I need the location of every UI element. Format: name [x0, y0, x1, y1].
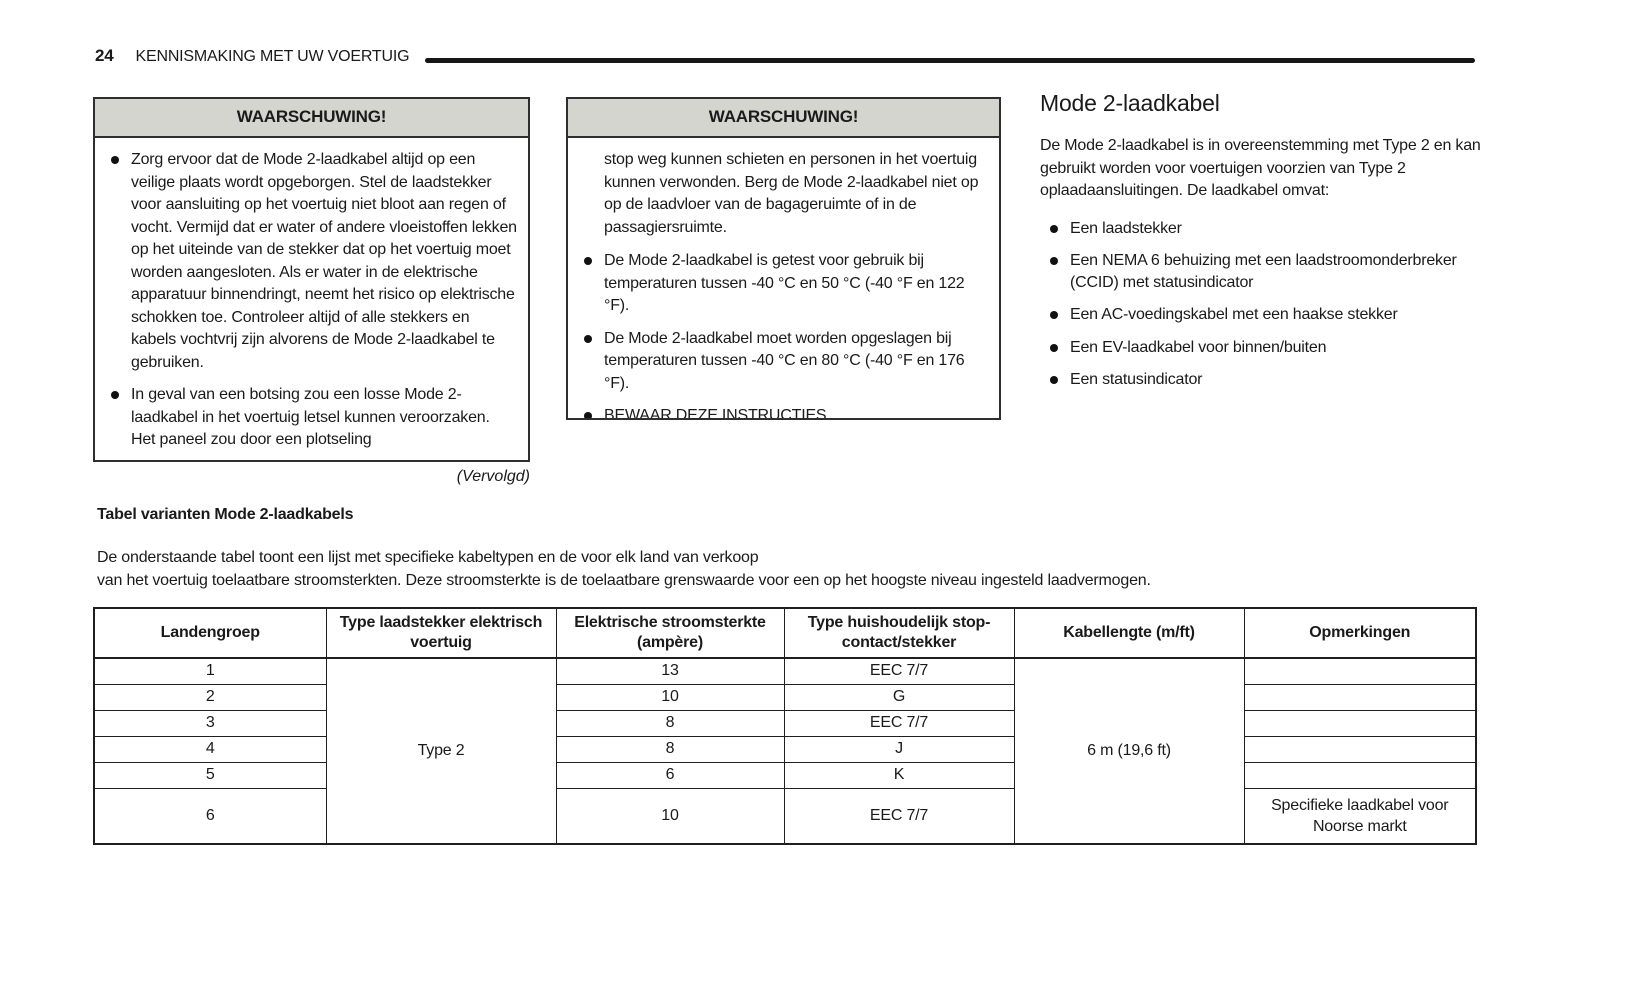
- column-header: Opmerkingen: [1243, 607, 1477, 659]
- bullet-icon: [1050, 343, 1058, 352]
- cell-amperage: 8: [555, 735, 785, 763]
- table-row: 4 8 J: [93, 735, 1477, 763]
- cell-socket: K: [783, 761, 1015, 789]
- cell-amperage: 6: [555, 761, 785, 789]
- cell-group: 3: [93, 709, 327, 737]
- table-header-row: Landengroep Type laadstekker elektrisch …: [93, 607, 1477, 659]
- column-header: Kabellengte (m/ft): [1013, 607, 1245, 659]
- continued-label: (Vervolgd): [456, 468, 530, 485]
- bullet-icon: [111, 391, 119, 399]
- table-row: 6 10 EEC 7/7 Specifieke laadkabel voor N…: [93, 787, 1477, 845]
- list-item: Zorg ervoor dat de Mode 2-laadkabel alti…: [109, 149, 518, 374]
- column-header: Type huishoudelijk stop-contact/stekker: [783, 607, 1015, 659]
- bullet-icon: [584, 257, 592, 265]
- cell-amperage: 10: [555, 787, 785, 845]
- mode2-item: Een AC-voedingskabel met een haakse stek…: [1070, 306, 1398, 323]
- list-item: De Mode 2-laadkabel moet worden opgeslag…: [582, 328, 989, 396]
- cell-cable-length: 6 m (19,6 ft): [1013, 657, 1245, 845]
- page-header: 24 KENNISMAKING MET UW VOERTUIG: [95, 46, 1475, 66]
- cell-remarks: [1243, 761, 1477, 789]
- cell-socket: G: [783, 683, 1015, 711]
- mode2-section: Mode 2-laadkabel De Mode 2-laadkabel is …: [1040, 90, 1482, 402]
- bullet-icon: [1050, 311, 1058, 319]
- header-rule: [425, 58, 1475, 63]
- cell-socket: EEC 7/7: [783, 709, 1015, 737]
- warning-box-1-list: Zorg ervoor dat de Mode 2-laadkabel alti…: [95, 149, 528, 452]
- column-header: Landengroep: [93, 607, 327, 659]
- warning-continuation-text: stop weg kunnen schieten en personen in …: [604, 151, 979, 236]
- cell-group: 4: [93, 735, 327, 763]
- mode2-item: Een statusindicator: [1070, 371, 1203, 388]
- cell-remarks: [1243, 683, 1477, 711]
- table-description: De onderstaande tabel toont een lijst me…: [97, 546, 1475, 592]
- table-row: 5 6 K: [93, 761, 1477, 789]
- mode2-item: Een NEMA 6 behuizing met een laadstroomo…: [1070, 252, 1457, 291]
- cell-plug-type: Type 2: [325, 657, 557, 845]
- page-number: 24: [95, 46, 114, 65]
- mode2-intro: De Mode 2-laadkabel is in overeenstemmin…: [1040, 137, 1481, 199]
- cell-socket: EEC 7/7: [783, 787, 1015, 845]
- cell-socket: EEC 7/7: [783, 657, 1015, 685]
- warning-text: BEWAAR DEZE INSTRUCTIES.: [604, 407, 831, 420]
- cell-amperage: 10: [555, 683, 785, 711]
- mode2-item: Een EV-laadkabel voor binnen/buiten: [1070, 338, 1327, 356]
- table-heading: Tabel varianten Mode 2-laadkabels: [97, 506, 354, 523]
- warning-text: In geval van een botsing zou een losse M…: [131, 386, 490, 448]
- warning-text: De Mode 2-laadkabel moet worden opgeslag…: [604, 329, 965, 392]
- bullet-icon: [1050, 376, 1058, 384]
- warning-box-2-list: De Mode 2-laadkabel is getest voor gebru…: [568, 250, 999, 420]
- list-item: Een NEMA 6 behuizing met een laadstroomo…: [1048, 250, 1482, 293]
- list-item: BEWAAR DEZE INSTRUCTIES.: [582, 405, 989, 420]
- bullet-icon: [584, 334, 592, 343]
- table-row: 3 8 EEC 7/7: [93, 709, 1477, 737]
- bullet-icon: [1050, 257, 1058, 265]
- cell-socket: J: [783, 735, 1015, 763]
- table-description-line: De onderstaande tabel toont een lijst me…: [97, 549, 759, 566]
- mode2-heading: Mode 2-laadkabel: [1040, 90, 1220, 116]
- cell-group: 5: [93, 761, 327, 789]
- list-item: De Mode 2-laadkabel is getest voor gebru…: [582, 250, 989, 318]
- warning-text: De Mode 2-laadkabel is getest voor gebru…: [604, 252, 965, 314]
- section-title: KENNISMAKING MET UW VOERTUIG: [135, 48, 410, 65]
- mode2-item: Een laadstekker: [1070, 219, 1182, 237]
- column-header: Type laadstekker elektrisch voertuig: [325, 607, 557, 659]
- table-description-line: van het voertuig toelaatbare stroomsterk…: [97, 572, 1151, 589]
- list-item: Een AC-voedingskabel met een haakse stek…: [1048, 304, 1482, 326]
- warning-box-2-title: WAARSCHUWING!: [568, 99, 999, 138]
- bullet-icon: [1050, 224, 1058, 233]
- cell-remarks: [1243, 735, 1477, 763]
- list-item: Een EV-laadkabel voor binnen/buiten: [1048, 337, 1482, 359]
- warning-text: Zorg ervoor dat de Mode 2-laadkabel alti…: [131, 151, 517, 371]
- cell-group: 1: [93, 657, 327, 685]
- list-item: In geval van een botsing zou een losse M…: [109, 384, 518, 452]
- cable-variants-table: Landengroep Type laadstekker elektrisch …: [93, 607, 1477, 845]
- mode2-list: Een laadstekker Een NEMA 6 behuizing met…: [1040, 218, 1482, 391]
- cell-amperage: 8: [555, 709, 785, 737]
- list-item: Een statusindicator: [1048, 369, 1482, 391]
- cell-remarks: Specifieke laadkabel voor Noorse markt: [1243, 787, 1477, 845]
- cell-group: 2: [93, 683, 327, 711]
- table-row: 1 Type 2 13 EEC 7/7 6 m (19,6 ft): [93, 657, 1477, 845]
- table-row: 2 10 G: [93, 683, 1477, 711]
- bullet-icon: [111, 156, 119, 164]
- list-item: Een laadstekker: [1048, 218, 1482, 240]
- warning-box-2: WAARSCHUWING! stop weg kunnen schieten e…: [566, 97, 1001, 420]
- bullet-icon: [584, 412, 592, 418]
- cell-remarks: [1243, 657, 1477, 685]
- cell-remarks: [1243, 709, 1477, 737]
- cell-amperage: 13: [555, 657, 785, 685]
- warning-box-1: WAARSCHUWING! Zorg ervoor dat de Mode 2-…: [93, 97, 530, 462]
- warning-box-1-title: WAARSCHUWING!: [95, 99, 528, 138]
- column-header: Elektrische stroomsterkte (ampère): [555, 607, 785, 659]
- cell-group: 6: [93, 787, 327, 845]
- cable-variants-section: Tabel varianten Mode 2-laadkabels De ond…: [93, 506, 1477, 845]
